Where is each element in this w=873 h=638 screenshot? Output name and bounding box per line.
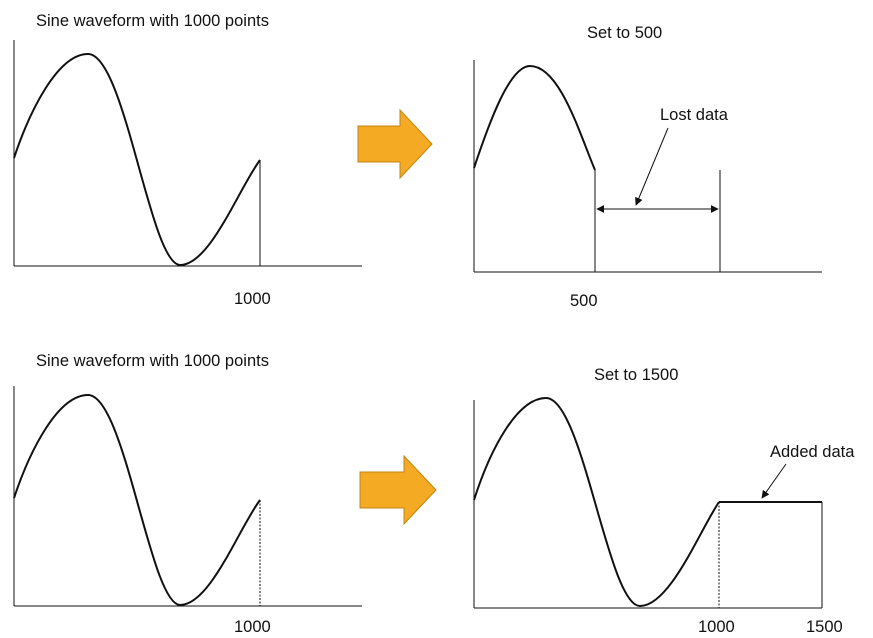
panel-title: Set to 500 (587, 24, 662, 42)
added-data-callout: Added data (770, 443, 855, 461)
record-length-label: 500 (570, 292, 598, 310)
sine-waveform (13, 52, 261, 267)
sine-waveform (13, 393, 261, 607)
right-arrow-icon (357, 108, 433, 180)
callout-pointer-arrow (635, 127, 669, 206)
panel-title: Sine waveform with 1000 points (36, 12, 269, 30)
panel-title: Set to 1500 (594, 366, 678, 384)
record-length-label: 1000 (234, 290, 271, 308)
lost-data-callout: Lost data (660, 106, 729, 124)
old-record-length-label: 1000 (698, 618, 735, 636)
panel-top-right: Set to 500 Lost data 500 (473, 24, 822, 310)
panel-bottom-left: Sine waveform with 1000 points 1000 (13, 352, 362, 636)
record-length-label: 1000 (234, 618, 271, 636)
callout-pointer-arrow (761, 463, 787, 499)
panel-top-left: Sine waveform with 1000 points 1000 (13, 12, 362, 308)
truncated-sine-waveform (473, 64, 596, 171)
panel-title: Sine waveform with 1000 points (36, 352, 269, 370)
sine-waveform (473, 396, 720, 608)
right-arrow-icon (359, 454, 437, 526)
record-length-label: 1500 (806, 618, 843, 636)
panel-bottom-right: Set to 1500 Added data 1000 1500 (473, 366, 855, 636)
